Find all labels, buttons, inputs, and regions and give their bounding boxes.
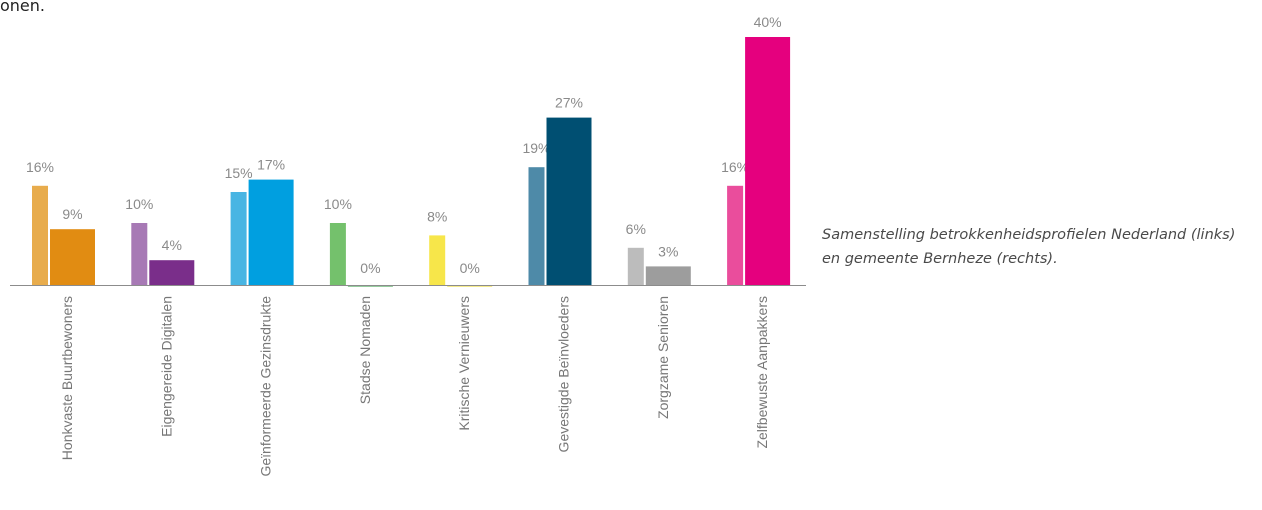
- bar-right-honkvaste-buurtbewoners: [50, 229, 95, 285]
- bar-left-stadse-nomaden: [329, 223, 346, 285]
- chart-caption: Samenstelling betrokkenheidsprofielen Ne…: [822, 223, 1262, 271]
- data-label-left-eigengereide-digitalen: 10%: [125, 196, 153, 212]
- data-label-right-kritische-vernieuwers: 0%: [460, 260, 480, 276]
- top-text-fragment: onen.: [0, 0, 45, 15]
- data-label-left-zorgzame-senioren: 6%: [626, 221, 646, 237]
- bar-right-gevestigde-beinvloeders: [546, 117, 592, 285]
- data-label-right-stadse-nomaden: 0%: [360, 260, 380, 276]
- category-label-honkvaste-buurtbewoners: Honkvaste Buurtbewoners: [59, 296, 75, 460]
- data-label-left-zelfbewuste-aanpakkers: 16%: [721, 159, 749, 175]
- bar-left-gevestigde-beinvloeders: [528, 167, 545, 285]
- data-label-right-zorgzame-senioren: 3%: [658, 243, 678, 259]
- caption-line-2: en gemeente Bernheze (rechts).: [822, 251, 1058, 267]
- bar-left-eigengereide-digitalen: [131, 223, 148, 285]
- data-label-right-zelfbewuste-aanpakkers: 40%: [754, 14, 782, 30]
- category-label-eigengereide-digitalen: Eigengereide Digitalen: [158, 296, 174, 437]
- data-label-left-geinformeerde-gezinsdrukte: 15%: [225, 165, 253, 181]
- bar-left-zelfbewuste-aanpakkers: [727, 185, 744, 285]
- category-label-kritische-vernieuwers: Kritische Vernieuwers: [456, 296, 472, 431]
- data-label-left-gevestigde-beinvloeders: 19%: [522, 140, 550, 156]
- data-label-left-stadse-nomaden: 10%: [324, 196, 352, 212]
- data-label-right-geinformeerde-gezinsdrukte: 17%: [257, 157, 285, 173]
- category-label-geinformeerde-gezinsdrukte: Geïnformeerde Gezinsdrukte: [258, 296, 274, 477]
- bar-left-kritische-vernieuwers: [429, 235, 446, 285]
- bar-left-zorgzame-senioren: [627, 247, 644, 285]
- category-label-zelfbewuste-aanpakkers: Zelfbewuste Aanpakkers: [754, 296, 770, 449]
- data-label-right-eigengereide-digitalen: 4%: [162, 237, 182, 253]
- bar-chart: 16% 9% Honkvaste Buurtbewoners 10% 4% Eigenge…: [10, 14, 806, 477]
- data-label-left-honkvaste-buurtbewoners: 16%: [26, 159, 54, 175]
- data-label-right-gevestigde-beinvloeders: 27%: [555, 95, 583, 111]
- bar-right-zorgzame-senioren: [645, 266, 691, 285]
- caption-line-1: Samenstelling betrokkenheidsprofielen Ne…: [822, 227, 1236, 243]
- category-label-zorgzame-senioren: Zorgzame Senioren: [655, 296, 671, 419]
- category-label-gevestigde-beinvloeders: Gevestigde Beïnvloeders: [556, 296, 572, 452]
- data-label-left-kritische-vernieuwers: 8%: [427, 208, 447, 224]
- data-label-right-honkvaste-buurtbewoners: 9%: [62, 206, 82, 222]
- bar-right-geinformeerde-gezinsdrukte: [248, 179, 294, 285]
- category-label-stadse-nomaden: Stadse Nomaden: [357, 296, 373, 404]
- bar-right-eigengereide-digitalen: [149, 260, 195, 285]
- bar-right-zelfbewuste-aanpakkers: [745, 37, 791, 285]
- bar-left-honkvaste-buurtbewoners: [32, 185, 48, 285]
- bar-left-geinformeerde-gezinsdrukte: [230, 192, 247, 285]
